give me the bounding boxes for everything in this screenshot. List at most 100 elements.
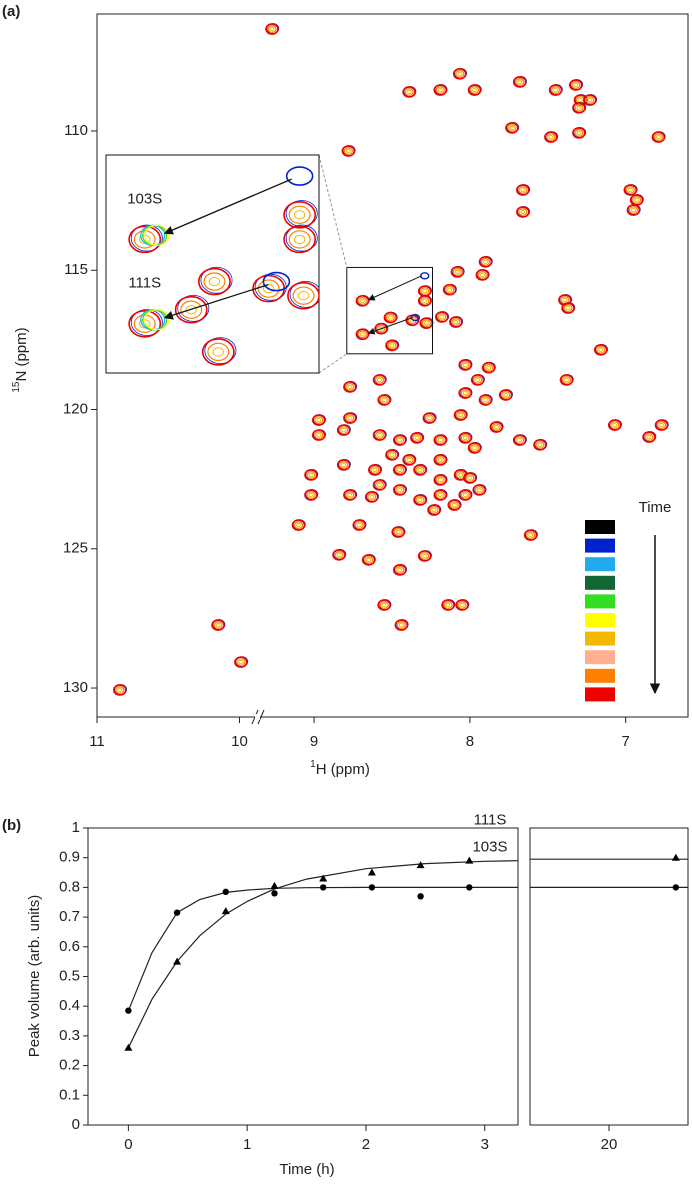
start-contour — [420, 272, 430, 280]
contour — [462, 492, 468, 498]
peak — [422, 412, 437, 424]
x-tick-label: 1 — [243, 1136, 251, 1153]
peak — [417, 550, 432, 562]
peak — [372, 429, 387, 441]
legend-swatch — [585, 538, 615, 553]
contour — [462, 362, 468, 368]
contour — [518, 186, 528, 194]
contour — [257, 279, 280, 298]
contour — [429, 506, 439, 514]
series-label: 111S — [474, 812, 507, 829]
contour — [477, 271, 487, 279]
contour — [287, 281, 319, 310]
contour — [404, 88, 414, 96]
contour — [204, 337, 237, 365]
contour — [387, 341, 397, 350]
y-tick-label: 0.4 — [59, 997, 80, 1014]
contour — [234, 656, 248, 668]
contour — [453, 409, 468, 421]
peak — [377, 394, 392, 406]
contour — [572, 127, 586, 139]
contour — [447, 499, 462, 511]
contour — [433, 454, 448, 466]
y-tick-label: 0.6 — [59, 938, 80, 955]
contour — [449, 316, 463, 328]
edge-contour — [144, 224, 170, 246]
contour — [593, 344, 608, 356]
contour — [439, 314, 445, 320]
contour — [450, 266, 465, 278]
data-point — [222, 888, 229, 896]
contour — [553, 87, 559, 93]
contour — [433, 434, 448, 446]
peak — [385, 449, 400, 461]
contour — [283, 200, 317, 229]
peak — [447, 499, 462, 511]
contour — [345, 383, 355, 391]
contour — [451, 318, 461, 326]
contour — [364, 556, 374, 564]
contour — [585, 96, 595, 104]
inset-peak — [174, 295, 210, 324]
contour — [443, 601, 453, 609]
contour — [208, 276, 221, 287]
peak — [516, 184, 531, 196]
peak — [472, 484, 487, 496]
contour — [308, 472, 314, 478]
contour — [523, 529, 538, 541]
contour — [612, 423, 618, 428]
contour — [396, 621, 406, 629]
contour — [339, 461, 349, 469]
contour — [653, 133, 663, 142]
peak — [304, 469, 319, 481]
contour — [467, 475, 473, 481]
inset-peak — [287, 280, 319, 310]
peak — [607, 419, 622, 431]
contour — [478, 394, 493, 406]
contour — [451, 502, 457, 508]
inset-peak — [198, 266, 233, 296]
contour — [479, 272, 485, 278]
contour — [460, 434, 470, 442]
contour — [372, 467, 378, 473]
contour — [343, 489, 357, 501]
contour — [520, 187, 526, 193]
contour — [422, 553, 428, 559]
peak — [336, 459, 351, 471]
contour — [392, 564, 407, 576]
contour — [423, 321, 429, 326]
peak — [372, 479, 387, 491]
peak — [561, 302, 576, 314]
contour — [336, 424, 351, 436]
peak — [355, 294, 370, 307]
contour — [311, 414, 326, 426]
contour — [491, 423, 501, 431]
peak — [311, 414, 326, 426]
contour — [370, 466, 380, 474]
contour — [435, 456, 445, 464]
peak — [442, 283, 457, 296]
contour — [185, 305, 197, 315]
contour — [458, 432, 473, 444]
x-tick-label: 0 — [124, 1136, 132, 1153]
contour — [445, 602, 451, 608]
peak — [629, 194, 644, 206]
contour — [571, 81, 581, 89]
contour — [296, 522, 302, 528]
y-tick-label: 0.9 — [59, 849, 80, 866]
x-tick-label: 2 — [362, 1136, 370, 1153]
peak — [343, 381, 358, 393]
contour — [412, 434, 422, 442]
contour — [505, 122, 519, 134]
contour — [476, 487, 482, 493]
peak — [458, 432, 473, 444]
contour — [480, 257, 491, 266]
contour — [406, 457, 412, 463]
contour — [576, 105, 582, 110]
contour — [357, 330, 367, 339]
peak — [377, 599, 392, 611]
peak — [478, 394, 493, 406]
contour — [341, 462, 347, 468]
contour — [288, 205, 311, 224]
peak — [523, 529, 538, 541]
